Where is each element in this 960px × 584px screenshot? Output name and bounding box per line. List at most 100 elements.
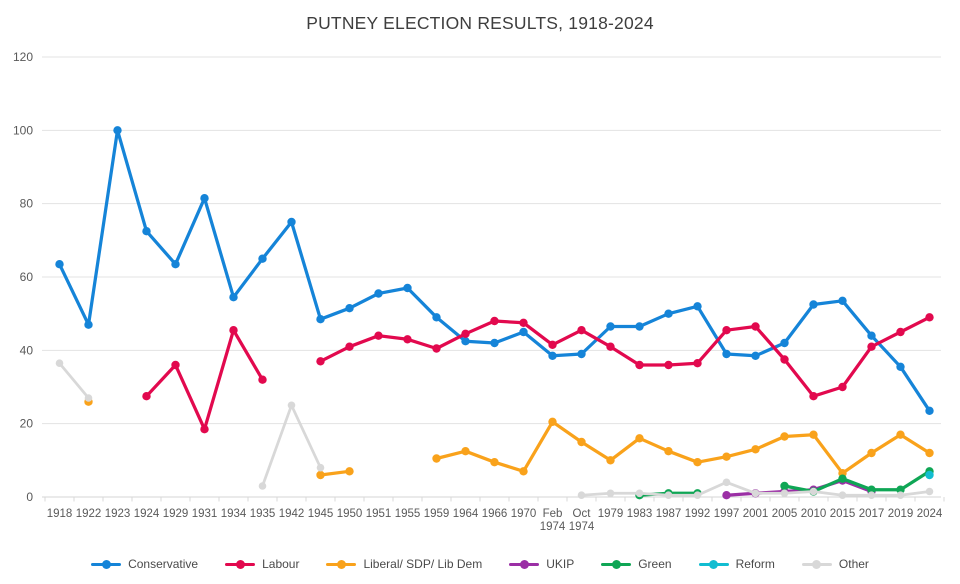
data-point — [142, 227, 151, 236]
series-line — [144, 315, 932, 431]
legend-item-reform: Reform — [698, 557, 775, 571]
data-point — [432, 344, 441, 353]
data-point — [316, 315, 325, 324]
data-point — [490, 316, 499, 326]
legend-line-marker-icon — [801, 559, 832, 569]
data-point — [635, 434, 644, 443]
y-axis-label: 100 — [13, 123, 33, 137]
data-point — [519, 318, 528, 327]
series-reform — [925, 470, 934, 480]
x-axis-label: 1922 — [76, 508, 102, 520]
data-point — [171, 260, 180, 269]
data-point — [809, 300, 818, 309]
data-point — [258, 375, 267, 384]
legend-line-marker-icon — [601, 559, 632, 569]
y-axis-label: 80 — [20, 197, 34, 211]
data-point — [722, 491, 731, 500]
data-point — [461, 447, 470, 456]
data-point — [577, 349, 586, 359]
data-point — [809, 392, 818, 401]
data-point — [200, 194, 209, 203]
x-axis-label: 1934 — [221, 508, 247, 520]
data-point — [432, 313, 441, 322]
legend-line-marker-icon — [509, 559, 540, 569]
legend-item-ukip: UKIP — [509, 557, 574, 571]
legend-dot-icon — [336, 559, 346, 569]
legend-item-green: Green — [601, 557, 672, 571]
x-axis-label: Feb 1974 — [540, 508, 566, 533]
data-point — [896, 485, 905, 494]
data-point — [229, 326, 238, 335]
data-point — [403, 335, 412, 344]
series-liberal-sdp-lib-dem — [84, 397, 934, 480]
data-point — [635, 360, 644, 370]
legend-line-marker-icon — [698, 559, 729, 569]
data-point — [664, 447, 673, 456]
data-point — [606, 342, 615, 351]
legend-dot-icon — [709, 559, 719, 569]
data-point — [722, 349, 731, 359]
data-point — [664, 309, 673, 318]
x-axis-label: 1970 — [511, 508, 537, 520]
data-point — [577, 437, 586, 447]
legend-dot-icon — [235, 559, 245, 569]
data-point — [693, 458, 702, 467]
data-point — [925, 487, 934, 496]
data-point — [316, 470, 325, 480]
data-point — [345, 467, 354, 476]
legend-label: Other — [838, 557, 869, 571]
data-point — [316, 463, 325, 472]
series-conservative — [55, 126, 934, 415]
data-point — [867, 331, 876, 340]
data-point — [461, 337, 470, 346]
data-point — [345, 342, 354, 351]
data-point — [432, 454, 441, 463]
data-point — [664, 360, 673, 370]
data-point — [548, 417, 557, 426]
data-point — [925, 470, 934, 480]
data-point — [693, 302, 702, 311]
data-point — [780, 489, 789, 498]
data-point — [345, 304, 354, 313]
series-line — [58, 361, 931, 497]
data-point — [780, 432, 789, 441]
chart-title: PUTNEY ELECTION RESULTS, 1918-2024 — [306, 13, 654, 33]
x-axis-label: 1929 — [163, 508, 189, 520]
data-point — [838, 382, 847, 392]
data-point — [809, 430, 818, 439]
x-axis-label: 1942 — [279, 508, 305, 520]
data-point — [722, 326, 731, 335]
y-axis-label: 40 — [20, 343, 34, 357]
data-point — [55, 359, 64, 368]
x-axis-label: 2001 — [743, 508, 769, 520]
series-line — [318, 420, 932, 477]
data-point — [693, 491, 702, 500]
legend-dot-icon — [812, 559, 822, 569]
data-point — [664, 491, 673, 500]
x-axis-label: 1950 — [337, 508, 363, 520]
legend-label: Liberal/ SDP/ Lib Dem — [363, 557, 483, 571]
data-point — [780, 355, 789, 364]
legend-item-other: Other — [801, 557, 869, 571]
series-other — [55, 359, 934, 500]
data-point — [896, 327, 905, 337]
data-point — [84, 394, 93, 402]
legend-dot-icon — [519, 559, 529, 569]
x-axis-label: 2024 — [917, 508, 943, 520]
data-point — [896, 491, 905, 500]
legend-item-conservative: Conservative — [91, 557, 198, 571]
data-point — [925, 313, 934, 322]
x-axis-label: 1945 — [308, 508, 334, 520]
data-point — [200, 425, 209, 434]
data-point — [722, 478, 731, 487]
data-point — [171, 360, 180, 370]
data-point — [925, 448, 934, 458]
x-axis-label: 1935 — [250, 508, 276, 520]
data-point — [490, 338, 499, 348]
x-axis-label: 1997 — [714, 508, 740, 520]
data-point — [577, 326, 586, 335]
data-point — [751, 322, 760, 331]
data-point — [84, 320, 93, 329]
data-point — [751, 445, 760, 454]
